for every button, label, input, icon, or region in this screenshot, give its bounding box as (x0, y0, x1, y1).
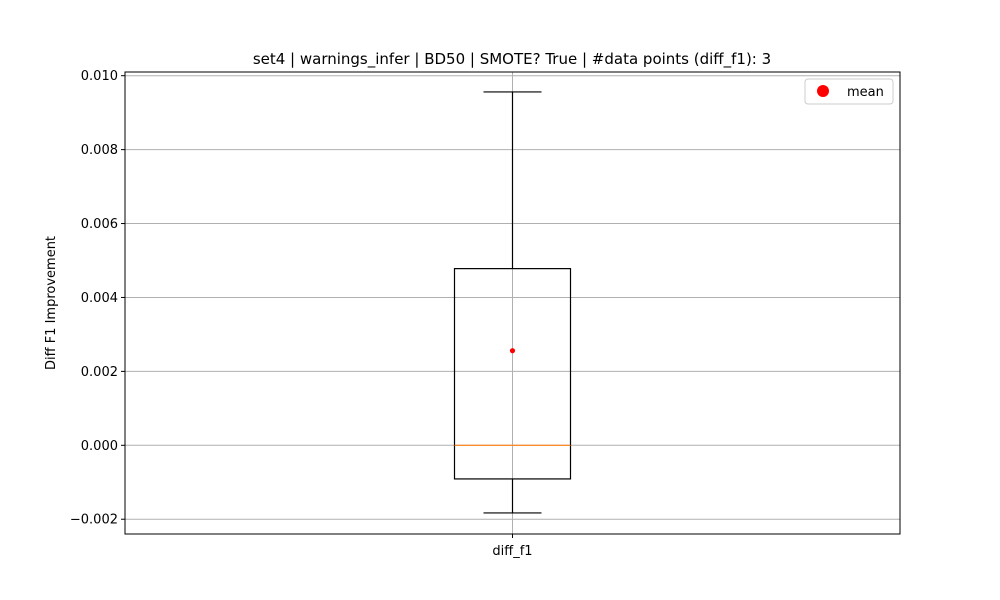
iqr-box (453, 268, 572, 480)
y-tick-label: 0.002 (81, 365, 118, 380)
legend-mean-marker (817, 85, 829, 97)
mean-marker (509, 348, 516, 354)
y-tick-label: 0.006 (81, 217, 118, 232)
y-axis-label: Diff F1 Improvement (44, 236, 59, 370)
y-tick-label: −0.002 (70, 513, 118, 528)
y-tick-label: 0.004 (81, 291, 118, 306)
y-axis-ticks: −0.002 0.000 0.002 0.004 0.006 0.008 0.010 (70, 69, 125, 528)
legend-frame (804, 78, 894, 105)
chart-title: set4 | warnings_infer | BD50 | SMOTE? Tr… (253, 50, 771, 69)
x-axis-ticks: diff_f1 (492, 534, 533, 559)
box-layer (453, 91, 572, 514)
legend-mean-label: mean (847, 85, 884, 100)
y-tick-label: 0.008 (81, 143, 118, 158)
y-tick-label: 0.000 (81, 439, 118, 454)
legend: mean (804, 78, 894, 105)
x-tick-label: diff_f1 (492, 544, 532, 559)
y-tick-label: 0.010 (81, 69, 118, 84)
